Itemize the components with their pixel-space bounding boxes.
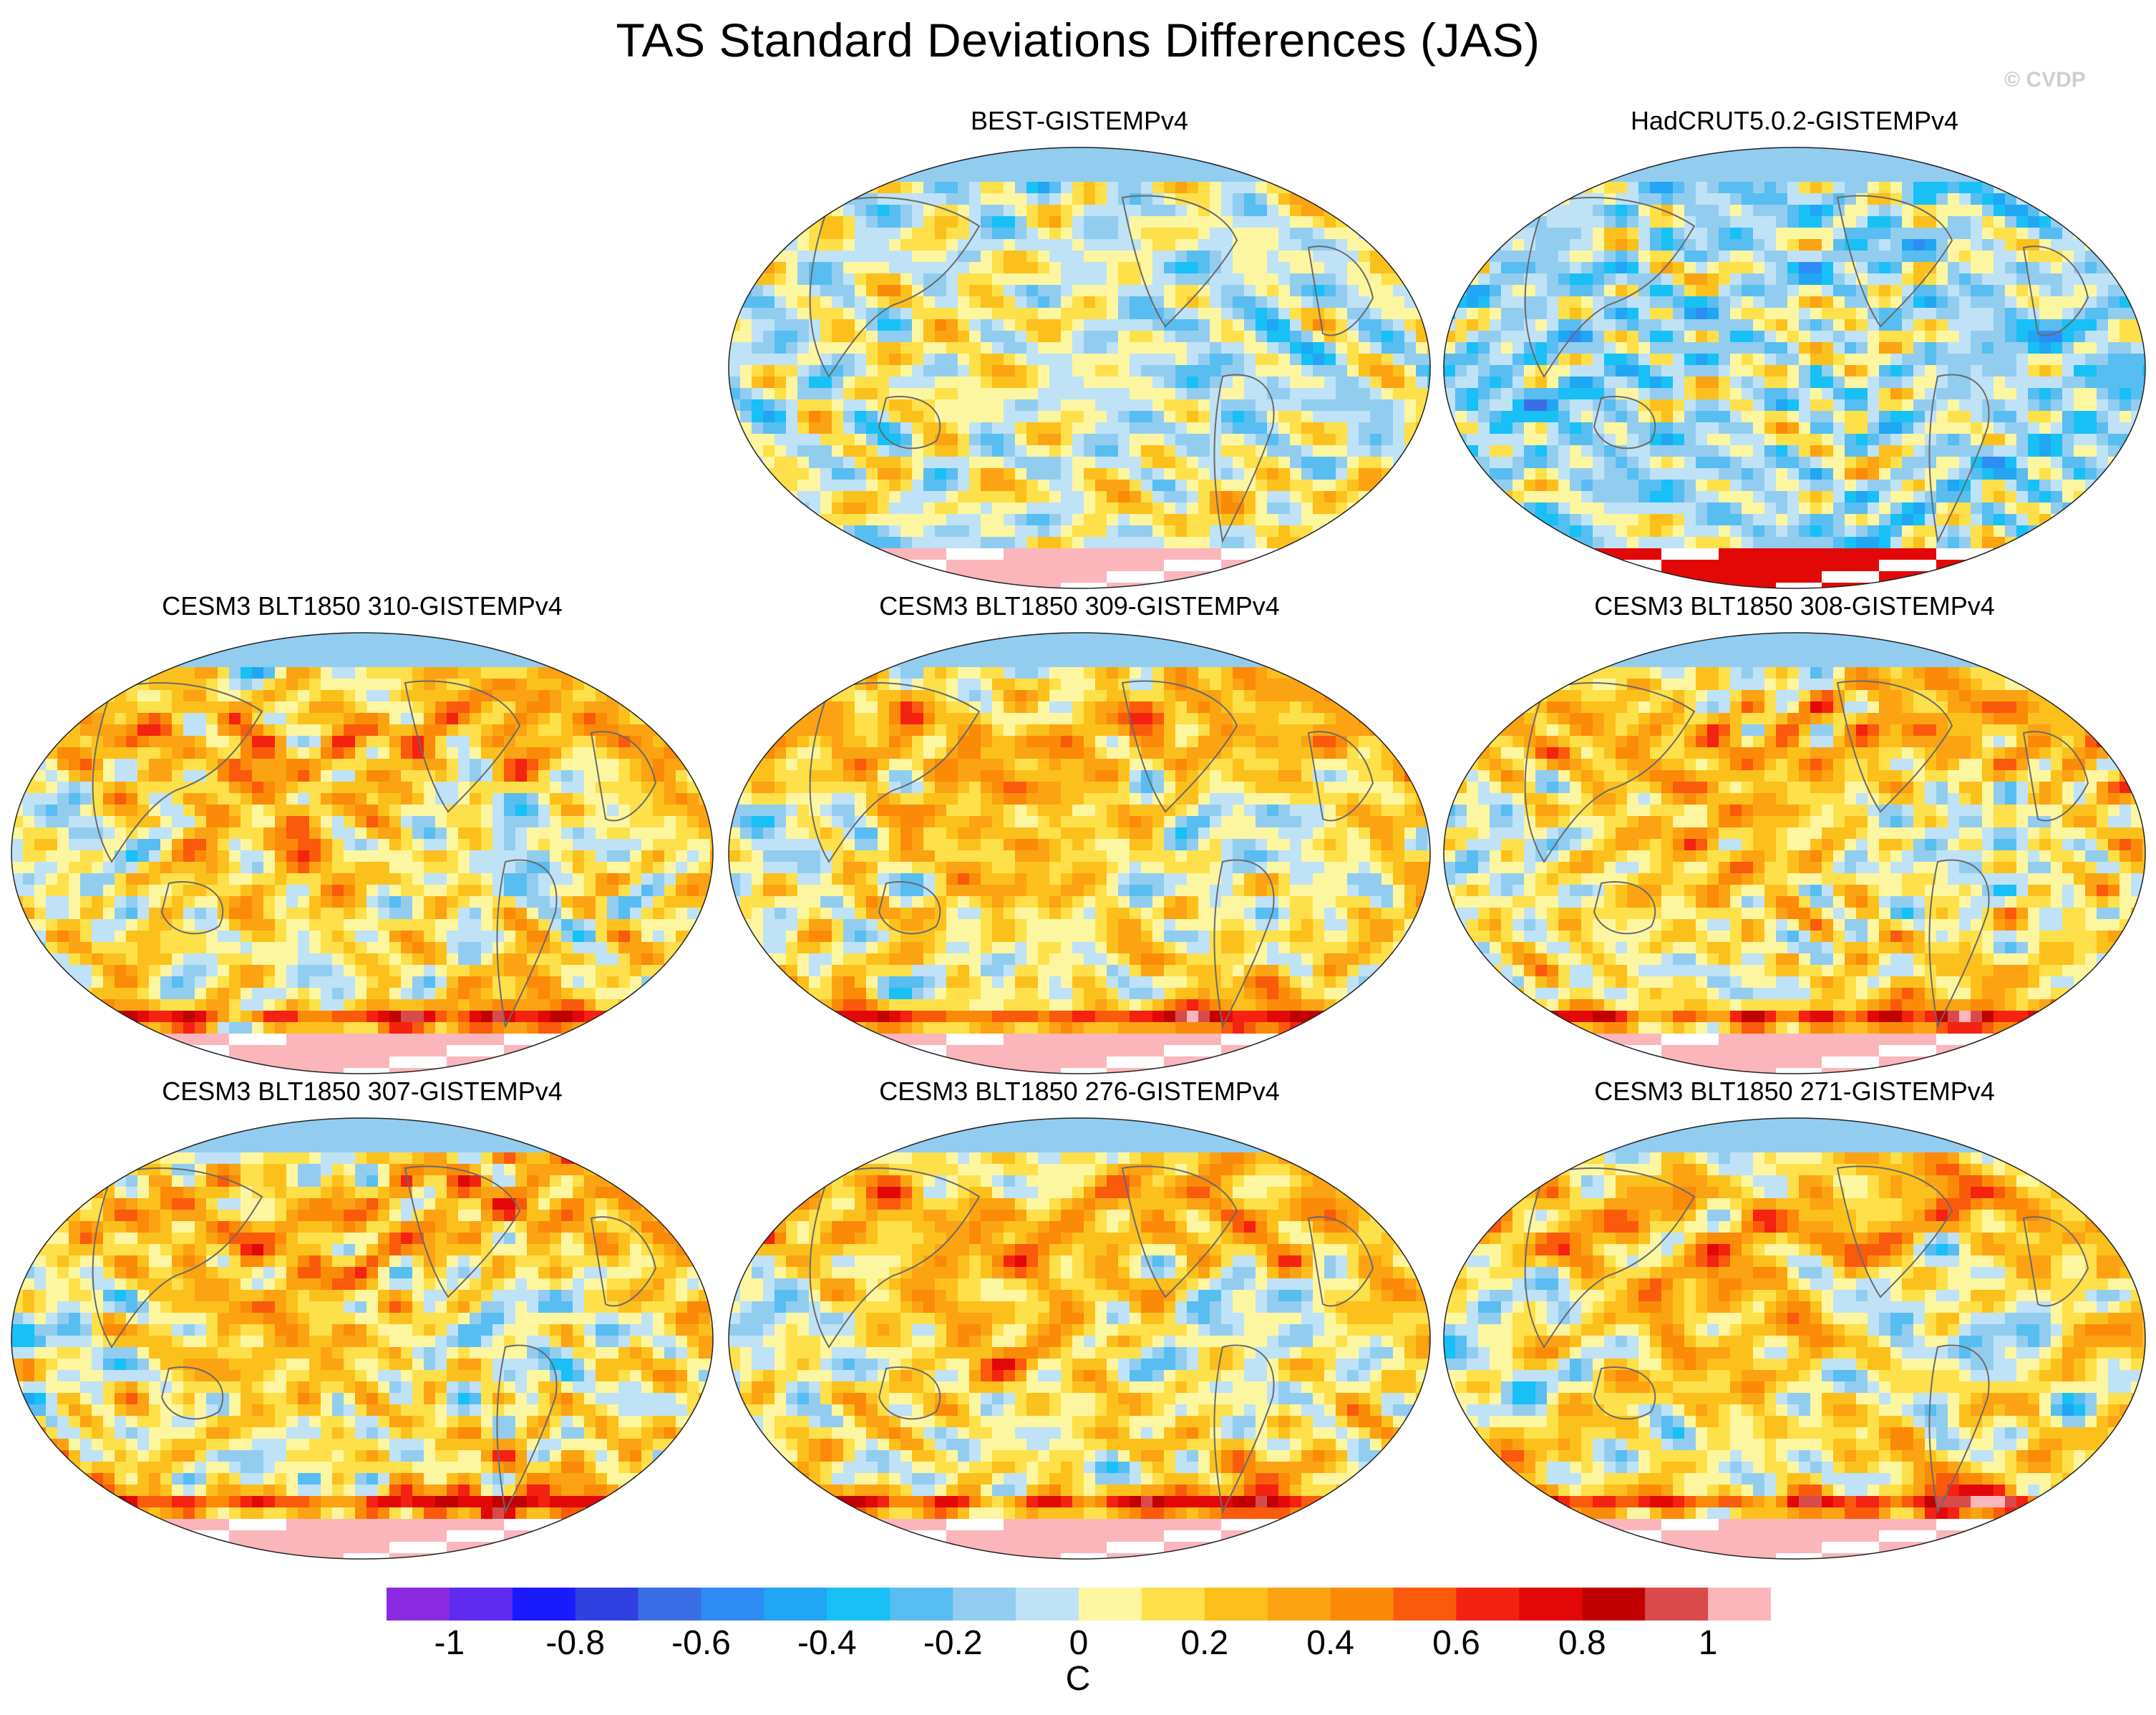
colorbar-tick-label: -0.6: [671, 1624, 731, 1662]
map: [728, 632, 1431, 1074]
map: [728, 147, 1431, 589]
map-panel: CESM3 BLT1850 310-GISTEMPv4: [4, 591, 720, 1078]
colorbar-tick-label: 0.8: [1558, 1624, 1606, 1662]
map-boundary: [1443, 632, 2146, 1074]
colorbar-swatch: [1645, 1588, 1709, 1621]
map-boundary: [11, 1117, 714, 1560]
colorbar-tick-label: -0.4: [797, 1624, 857, 1662]
colorbar-tick-label: 0.6: [1432, 1624, 1480, 1662]
map-panel: CESM3 BLT1850 276-GISTEMPv4: [722, 1077, 1437, 1563]
coastlines: [92, 1165, 657, 1515]
colorbar-units: C: [1065, 1660, 1091, 1698]
colorbar-swatch: [1393, 1588, 1457, 1621]
map-panel: HadCRUT5.0.2-GISTEMPv4: [1437, 106, 2152, 593]
coastlines: [809, 680, 1374, 1029]
colorbar-tick-label: 1: [1698, 1624, 1718, 1662]
colorbar-swatch: [1456, 1588, 1520, 1621]
panel-title: HadCRUT5.0.2-GISTEMPv4: [1630, 106, 1959, 135]
coastlines: [809, 195, 1374, 544]
map: [1443, 632, 2146, 1074]
colorbar-swatch: [827, 1588, 890, 1621]
colorbar-swatch: [701, 1588, 765, 1621]
map-boundary: [1443, 1117, 2146, 1560]
colorbar-swatch: [449, 1588, 513, 1621]
colorbar-swatch: [638, 1588, 702, 1621]
panel-title: CESM3 BLT1850 271-GISTEMPv4: [1594, 1077, 1995, 1106]
panel-title: BEST-GISTEMPv4: [970, 106, 1189, 135]
coastlines: [809, 1165, 1374, 1515]
colorbar-tick-label: -1: [434, 1624, 465, 1662]
colorbar-swatch: [1582, 1588, 1646, 1621]
map-panel: CESM3 BLT1850 308-GISTEMPv4: [1437, 591, 2152, 1078]
coastlines: [1524, 1165, 2089, 1515]
map-panel: CESM3 BLT1850 309-GISTEMPv4: [722, 591, 1437, 1078]
panel-title: CESM3 BLT1850 310-GISTEMPv4: [162, 591, 563, 621]
figure-title: TAS Standard Deviations Differences (JAS…: [616, 14, 1540, 67]
colorbar-swatch: [764, 1588, 827, 1621]
colorbar-tick-label: -0.8: [545, 1624, 606, 1662]
map: [1443, 147, 2146, 589]
map: [11, 1117, 714, 1560]
colorbar-swatch: [1016, 1588, 1079, 1621]
colorbar-swatch: [1141, 1588, 1205, 1621]
colorbar-tick-label: 0.4: [1306, 1624, 1354, 1662]
colorbar: [387, 1588, 1771, 1621]
colorbar-swatch: [1519, 1588, 1583, 1621]
colorbar-swatch: [1708, 1588, 1771, 1621]
colorbar-swatch: [953, 1588, 1016, 1621]
colorbar-swatch: [512, 1588, 576, 1621]
coastlines: [1524, 680, 2089, 1029]
colorbar-swatch: [1204, 1588, 1268, 1621]
map-boundary: [728, 147, 1431, 589]
coastlines: [1524, 195, 2089, 544]
map: [728, 1117, 1431, 1560]
map: [1443, 1117, 2146, 1560]
colorbar-swatch: [575, 1588, 639, 1621]
colorbar-swatch: [1079, 1588, 1142, 1621]
colorbar-tick-label: -0.2: [923, 1624, 983, 1662]
colorbar-swatch: [387, 1588, 450, 1621]
map-panel: CESM3 BLT1850 271-GISTEMPv4: [1437, 1077, 2152, 1563]
colorbar-tick-labels: -1 -0.8 -0.6 -0.4 -0.2 0 0.2 0.4 0.6 0.8 1: [0, 1623, 2156, 1666]
colorbar-swatch: [1330, 1588, 1394, 1621]
colorbar-swatch: [890, 1588, 953, 1621]
panel-title: CESM3 BLT1850 308-GISTEMPv4: [1594, 591, 1995, 621]
map-boundary: [1443, 147, 2146, 589]
panel-title: CESM3 BLT1850 309-GISTEMPv4: [879, 591, 1280, 621]
map-boundary: [728, 1117, 1431, 1560]
colorbar-tick-label: 0.2: [1180, 1624, 1229, 1662]
colorbar-tick-label: 0: [1069, 1624, 1089, 1662]
map-boundary: [728, 632, 1431, 1074]
map-panel: BEST-GISTEMPv4: [722, 106, 1437, 593]
panel-title: CESM3 BLT1850 307-GISTEMPv4: [162, 1077, 563, 1106]
map-panel: CESM3 BLT1850 307-GISTEMPv4: [4, 1077, 720, 1563]
map: [11, 632, 714, 1074]
credit-watermark: © CVDP: [2004, 68, 2086, 92]
panel-title: CESM3 BLT1850 276-GISTEMPv4: [879, 1077, 1280, 1106]
coastlines: [92, 680, 657, 1029]
colorbar-swatch: [1267, 1588, 1331, 1621]
map-boundary: [11, 632, 714, 1074]
